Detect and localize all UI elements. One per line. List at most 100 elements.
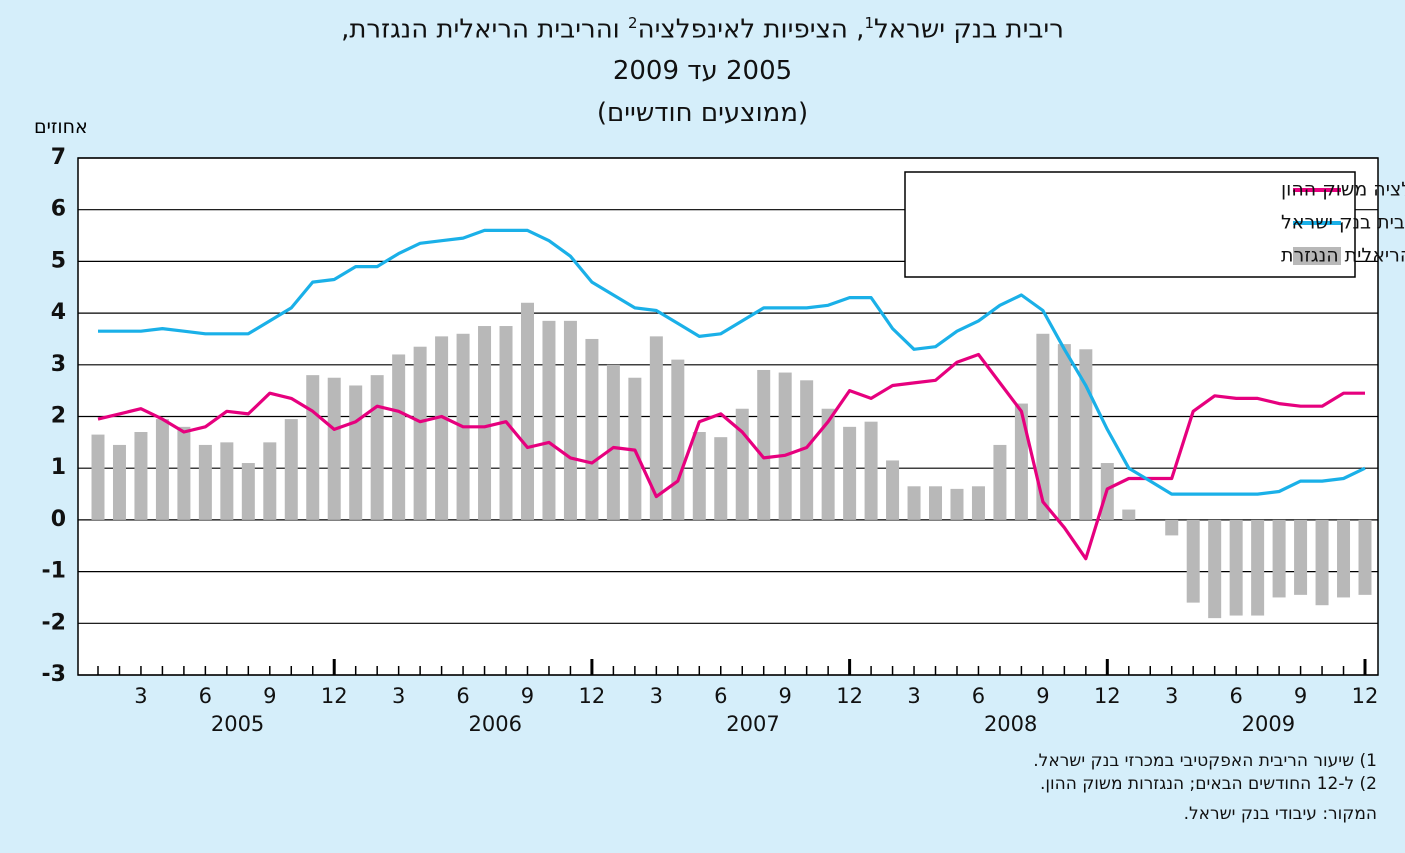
y-tick-label: -3 xyxy=(42,662,66,687)
bar xyxy=(886,460,900,520)
y-tick-label: 7 xyxy=(51,145,66,170)
bar xyxy=(1251,519,1265,616)
bar xyxy=(1014,403,1028,520)
bar xyxy=(929,486,943,520)
year-label: 2007 xyxy=(726,712,779,736)
legend-swatch xyxy=(1293,247,1341,265)
bar xyxy=(864,421,878,520)
x-tick-label: 9 xyxy=(1036,684,1049,708)
x-tick-label: 3 xyxy=(134,684,147,708)
x-tick-label: 12 xyxy=(836,684,863,708)
bar xyxy=(671,359,685,520)
bar xyxy=(1337,519,1351,598)
bar xyxy=(392,354,406,520)
bar xyxy=(585,338,599,520)
bar xyxy=(413,346,427,520)
x-tick-label: 6 xyxy=(972,684,985,708)
x-tick-label: 12 xyxy=(1352,684,1379,708)
title-part: ריבית בנק ישראל xyxy=(874,14,1064,45)
bar xyxy=(1122,509,1136,520)
year-label: 2008 xyxy=(984,712,1037,736)
bar xyxy=(714,437,728,520)
x-tick-label: 6 xyxy=(456,684,469,708)
bar xyxy=(1315,519,1329,606)
bar xyxy=(1229,519,1243,616)
bar xyxy=(349,385,363,520)
bar xyxy=(306,375,320,520)
bar xyxy=(821,408,835,520)
bar xyxy=(971,486,985,520)
x-tick-label: 12 xyxy=(321,684,348,708)
bar xyxy=(220,442,234,520)
chart-title: ריבית בנק ישראל1, הציפיות לאינפלציה2 והר… xyxy=(0,14,1405,45)
bar xyxy=(800,380,814,520)
title-footnote-mark: 2 xyxy=(628,14,638,32)
line xyxy=(98,228,1366,496)
bar xyxy=(1165,519,1179,536)
bar xyxy=(1208,519,1222,619)
bar xyxy=(735,408,749,520)
bar xyxy=(993,444,1007,520)
footnote: 2) ל-12 החודשים הבאים; הנגזרות משוק ההון… xyxy=(1039,774,1377,794)
y-tick-label: 4 xyxy=(51,300,66,325)
y-tick-label: 0 xyxy=(51,507,66,532)
bar xyxy=(606,364,620,520)
title-footnote-mark: 1 xyxy=(864,14,874,32)
bar xyxy=(649,336,663,520)
legend-label: ריבית בנק ישראל xyxy=(1281,212,1405,234)
y-tick-label: 3 xyxy=(51,352,66,377)
x-tick-label: 9 xyxy=(1294,684,1307,708)
y-tick-label: 6 xyxy=(51,197,66,222)
bar xyxy=(1186,519,1200,603)
title-part: , הציפיות לאינפלציה xyxy=(637,14,865,45)
bar xyxy=(843,426,857,520)
y-axis-label: אחוזים xyxy=(34,116,88,138)
line xyxy=(97,352,1365,561)
y-tick-label: 2 xyxy=(51,404,66,429)
bar xyxy=(950,488,964,520)
legend-label: הריבית הריאלית הנגזרת xyxy=(1281,245,1405,267)
bar xyxy=(177,426,191,520)
bar xyxy=(478,326,492,520)
chart-subtitle: 2005 עד 2009 xyxy=(612,56,793,86)
bar xyxy=(542,320,556,520)
bar xyxy=(778,372,792,520)
bar xyxy=(1057,344,1071,520)
title-part: והריבית הריאלית הנגזרת, xyxy=(341,14,629,45)
bar xyxy=(692,432,706,520)
x-tick-label: 9 xyxy=(263,684,276,708)
y-tick-label: 5 xyxy=(51,248,66,273)
year-label: 2009 xyxy=(1242,712,1295,736)
bar xyxy=(155,419,169,520)
bar xyxy=(520,302,534,520)
bar xyxy=(1294,519,1308,595)
x-tick-label: 6 xyxy=(199,684,212,708)
year-label: 2005 xyxy=(211,712,264,736)
x-tick-label: 6 xyxy=(714,684,727,708)
x-tick-label: 3 xyxy=(907,684,920,708)
bar xyxy=(1036,333,1050,520)
bar xyxy=(327,377,341,520)
x-tick-label: 9 xyxy=(521,684,534,708)
year-label: 2006 xyxy=(469,712,522,736)
bar xyxy=(1358,519,1372,595)
bar xyxy=(241,463,255,520)
y-tick-label: 1 xyxy=(51,455,66,480)
bar xyxy=(907,486,921,520)
bar xyxy=(435,336,449,520)
legend-box xyxy=(904,171,1356,278)
x-tick-label: 3 xyxy=(392,684,405,708)
bar xyxy=(284,419,298,520)
bar xyxy=(757,369,771,520)
x-tick-label: 9 xyxy=(778,684,791,708)
x-tick-label: 3 xyxy=(1165,684,1178,708)
bar xyxy=(263,442,277,520)
bar xyxy=(112,444,126,520)
y-tick-label: -1 xyxy=(42,559,66,584)
bar xyxy=(563,320,577,520)
y-tick-label: -2 xyxy=(42,610,66,635)
chart-subtitle: (ממוצעים חודשיים) xyxy=(596,98,809,128)
legend: הציפיות לאינפלציה משוק ההון ריבית בנק ישר… xyxy=(904,171,1405,278)
